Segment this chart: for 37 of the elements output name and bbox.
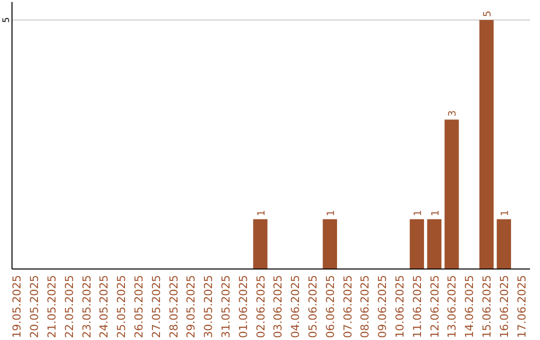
data-label: 1 [326, 210, 337, 216]
x-tick-label: 09.06.2025 [376, 275, 390, 338]
x-tick-label: 05.06.2025 [306, 275, 320, 338]
x-tick-label: 26.05.2025 [132, 275, 146, 338]
data-label: 5 [482, 10, 494, 17]
x-tick-label: 02.06.2025 [254, 275, 268, 338]
data-label: 3 [448, 110, 459, 117]
data-label: 1 [412, 210, 424, 216]
x-tick-label: 01.06.2025 [236, 275, 250, 338]
x-tick-label: 19.05.2025 [10, 275, 24, 338]
x-tick-label: 03.06.2025 [272, 275, 285, 338]
x-tick-label: 17.06.2025 [515, 275, 528, 338]
x-tick-label: 24.05.2025 [98, 275, 111, 338]
x-tick-label: 30.05.2025 [202, 275, 216, 338]
x-tick-label: 08.06.2025 [358, 275, 372, 338]
data-label: 1 [430, 210, 442, 216]
x-tick-label: 20.05.2025 [28, 275, 42, 338]
x-tick-label: 10.06.2025 [394, 275, 406, 338]
data-label: 1 [500, 210, 511, 216]
x-tick-label: 29.05.2025 [184, 275, 198, 338]
x-tick-label: 27.05.2025 [150, 275, 163, 338]
x-tick-label: 12.06.2025 [428, 275, 442, 338]
data-label: 1 [256, 210, 268, 216]
x-tick-label: 22.05.2025 [62, 275, 76, 338]
x-tick-label: 31.05.2025 [220, 275, 232, 338]
x-tick-label: 11.06.2025 [410, 275, 424, 338]
x-tick-label: 07.06.2025 [341, 275, 354, 338]
x-tick-label: 06.06.2025 [324, 275, 337, 338]
x-tick-label: 04.06.2025 [289, 275, 302, 338]
x-tick-label: 23.05.2025 [80, 275, 94, 338]
x-tick-label: 28.05.2025 [167, 275, 180, 338]
x-tick-label: 13.06.2025 [446, 275, 459, 338]
x-tick-label: 14.06.2025 [463, 275, 476, 338]
x-tick-label: 16.06.2025 [498, 275, 511, 338]
x-tick-label: 25.05.2025 [115, 275, 128, 338]
x-tick-label: 21.05.2025 [46, 275, 58, 338]
x-tick-label: 15.06.2025 [480, 275, 494, 338]
